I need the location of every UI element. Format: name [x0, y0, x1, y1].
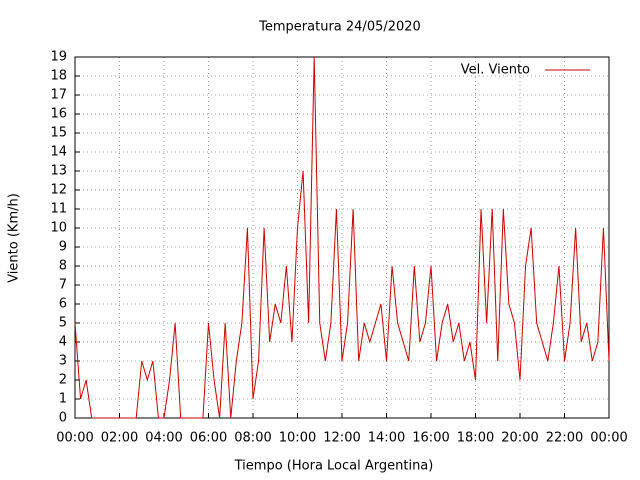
- data-line: [74, 56, 610, 419]
- plot-border: [74, 56, 610, 419]
- y-tick-label: 16: [50, 107, 67, 122]
- y-tick-label: 9: [59, 240, 67, 255]
- y-tick-label: 2: [59, 373, 67, 388]
- y-tick-label: 1: [59, 392, 67, 407]
- y-tick-label: 13: [50, 164, 67, 179]
- y-tick-label: 0: [59, 411, 67, 426]
- y-tick-label: 17: [50, 88, 67, 103]
- x-tick-label: 20:00: [501, 431, 538, 446]
- legend-label: Vel. Viento: [461, 63, 530, 78]
- y-tick-label: 6: [59, 297, 67, 312]
- x-tick-label: 10:00: [279, 431, 316, 446]
- y-tick-label: 8: [59, 259, 67, 274]
- x-tick-label: 00:00: [590, 431, 627, 446]
- x-axis-label: Tiempo (Hora Local Argentina): [234, 459, 434, 474]
- x-tick-label: 12:00: [323, 431, 360, 446]
- x-tick-label: 02:00: [101, 431, 138, 446]
- y-axis-label: Viento (Km/h): [7, 193, 22, 283]
- x-tick-label: 08:00: [234, 431, 271, 446]
- x-tick-label: 22:00: [546, 431, 583, 446]
- x-tick-label: 14:00: [368, 431, 405, 446]
- x-tick-label: 00:00: [56, 431, 93, 446]
- y-tick-label: 14: [50, 145, 67, 160]
- x-tick-label: 16:00: [412, 431, 449, 446]
- x-tick-label: 18:00: [457, 431, 494, 446]
- y-tick-label: 11: [50, 202, 67, 217]
- y-tick-label: 18: [50, 69, 67, 84]
- y-tick-label: 7: [59, 278, 67, 293]
- chart-title: Temperatura 24/05/2020: [258, 20, 421, 35]
- x-tick-label: 06:00: [190, 431, 227, 446]
- y-tick-label: 3: [59, 354, 67, 369]
- y-tick-label: 19: [50, 50, 67, 65]
- y-tick-label: 12: [50, 183, 67, 198]
- y-tick-label: 5: [59, 316, 67, 331]
- x-tick-label: 04:00: [145, 431, 182, 446]
- y-tick-label: 4: [59, 335, 67, 350]
- y-tick-label: 10: [50, 221, 67, 236]
- y-tick-label: 15: [50, 126, 67, 141]
